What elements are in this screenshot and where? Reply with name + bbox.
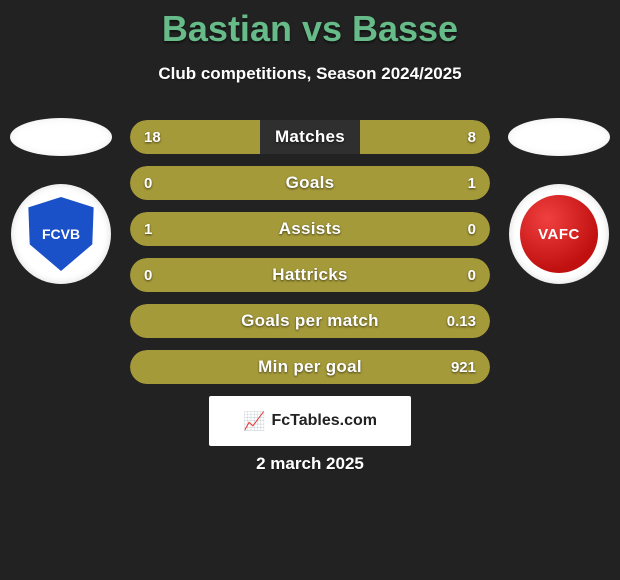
comparison-widget: Bastian vs Basse Club competitions, Seas… <box>0 0 620 580</box>
page-title: Bastian vs Basse <box>0 0 620 50</box>
bar-label: Goals <box>130 166 490 200</box>
watermark-text: FcTables.com <box>271 412 377 430</box>
badge-left: FCVB <box>11 184 111 284</box>
bar-row: 0.13Goals per match <box>130 304 490 338</box>
bar-row: 10Assists <box>130 212 490 246</box>
bar-row: 188Matches <box>130 120 490 154</box>
bar-label: Assists <box>130 212 490 246</box>
watermark: 📈 FcTables.com <box>209 396 411 446</box>
bar-row: 00Hattricks <box>130 258 490 292</box>
bar-label: Hattricks <box>130 258 490 292</box>
bar-label: Min per goal <box>130 350 490 384</box>
ellipse-shadow-left <box>10 118 112 156</box>
comparison-bars: 188Matches 01Goals 10Assists 00Hattricks 0.1… <box>130 120 490 396</box>
team-right-logo-group: VAFC <box>508 118 610 284</box>
bar-label: Goals per match <box>130 304 490 338</box>
club-round-icon: VAFC <box>520 195 598 273</box>
chart-icon: 📈 <box>243 412 265 430</box>
logo-wrap-right: VAFC <box>508 118 610 284</box>
team-left-logo-group: FCVB <box>10 118 112 284</box>
bar-row: 01Goals <box>130 166 490 200</box>
logo-wrap-left: FCVB <box>10 118 112 284</box>
subtitle: Club competitions, Season 2024/2025 <box>0 64 620 84</box>
bar-row: 921Min per goal <box>130 350 490 384</box>
ellipse-shadow-right <box>508 118 610 156</box>
badge-right: VAFC <box>509 184 609 284</box>
footer-date: 2 march 2025 <box>0 454 620 474</box>
shield-icon: FCVB <box>27 197 95 271</box>
bar-label: Matches <box>130 120 490 154</box>
